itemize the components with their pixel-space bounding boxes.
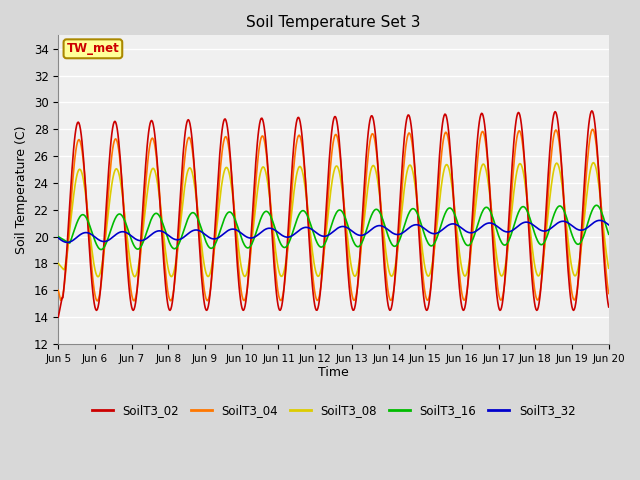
SoilT3_32	[54, 235, 62, 241]
SoilT3_02	[206, 293, 214, 299]
SoilT3_02	[65, 226, 72, 231]
Text: TW_met: TW_met	[67, 42, 119, 55]
SoilT3_04	[54, 288, 62, 293]
SoilT3_02	[417, 255, 424, 261]
SoilT3_32	[605, 222, 612, 228]
SoilT3_16	[122, 220, 129, 226]
SoilT3_32	[122, 229, 129, 235]
SoilT3_08	[605, 265, 612, 271]
Line: SoilT3_02: SoilT3_02	[58, 111, 609, 317]
SoilT3_02	[54, 314, 62, 320]
SoilT3_16	[97, 247, 105, 252]
SoilT3_08	[589, 160, 597, 166]
SoilT3_02	[605, 304, 612, 310]
SoilT3_16	[417, 221, 425, 227]
SoilT3_04	[605, 290, 612, 296]
Line: SoilT3_16: SoilT3_16	[58, 205, 609, 250]
SoilT3_08	[65, 240, 72, 246]
SoilT3_04	[93, 298, 101, 304]
SoilT3_08	[54, 261, 62, 266]
SoilT3_08	[122, 221, 129, 227]
SoilT3_08	[401, 180, 409, 186]
SoilT3_32	[65, 240, 73, 245]
SoilT3_02	[401, 135, 408, 141]
SoilT3_16	[605, 231, 612, 237]
SoilT3_16	[401, 221, 409, 227]
SoilT3_04	[122, 229, 129, 235]
SoilT3_32	[401, 228, 409, 234]
SoilT3_04	[207, 285, 214, 291]
Line: SoilT3_32: SoilT3_32	[58, 220, 609, 242]
SoilT3_32	[207, 235, 214, 241]
SoilT3_32	[596, 217, 604, 223]
Title: Soil Temperature Set 3: Soil Temperature Set 3	[246, 15, 420, 30]
SoilT3_32	[178, 236, 186, 241]
SoilT3_08	[207, 269, 214, 275]
SoilT3_08	[417, 237, 425, 242]
SoilT3_04	[401, 150, 409, 156]
SoilT3_04	[65, 238, 72, 244]
Line: SoilT3_04: SoilT3_04	[58, 129, 609, 301]
SoilT3_04	[178, 193, 186, 199]
Y-axis label: Soil Temperature (C): Soil Temperature (C)	[15, 125, 28, 254]
SoilT3_04	[417, 252, 425, 258]
SoilT3_32	[417, 223, 425, 229]
SoilT3_02	[588, 108, 596, 114]
Legend: SoilT3_02, SoilT3_04, SoilT3_08, SoilT3_16, SoilT3_32: SoilT3_02, SoilT3_04, SoilT3_08, SoilT3_…	[87, 399, 580, 421]
SoilT3_02	[177, 185, 184, 191]
SoilT3_08	[178, 211, 186, 216]
Line: SoilT3_08: SoilT3_08	[58, 163, 609, 277]
SoilT3_08	[94, 274, 102, 280]
SoilT3_16	[54, 234, 62, 240]
SoilT3_04	[589, 126, 596, 132]
SoilT3_16	[207, 245, 214, 251]
SoilT3_16	[178, 234, 186, 240]
SoilT3_32	[63, 240, 71, 245]
X-axis label: Time: Time	[318, 366, 349, 379]
SoilT3_16	[65, 240, 72, 245]
SoilT3_16	[593, 203, 600, 208]
SoilT3_02	[121, 227, 129, 232]
